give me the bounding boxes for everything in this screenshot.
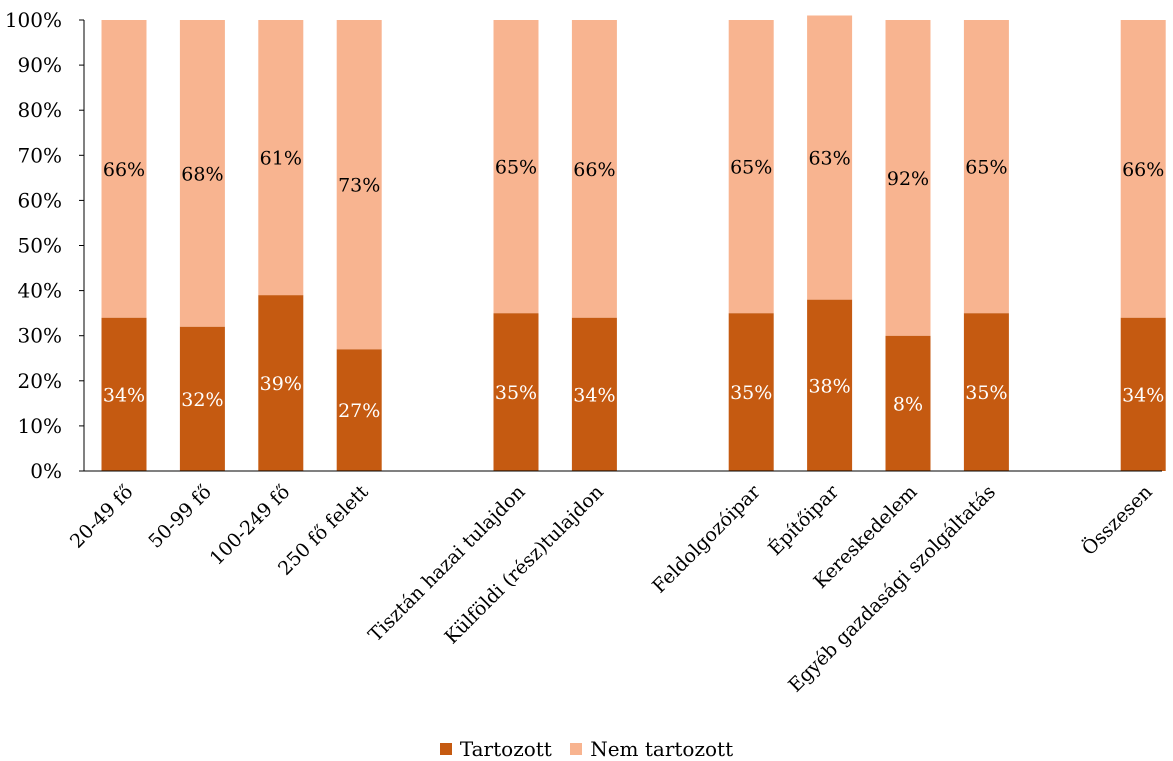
bar-segment-nem-tartozott (885, 20, 931, 336)
bar-segment-tartozott (807, 299, 853, 471)
data-label: 65% (965, 157, 1007, 179)
x-category-label: Tisztán hazai tulajdon (364, 481, 529, 646)
bar-segment-tartozott (336, 349, 382, 471)
legend: Tartozott Nem tartozott (0, 736, 1173, 761)
y-tick-label: 100% (5, 8, 62, 32)
y-tick-label: 40% (18, 279, 62, 303)
legend-label-nem-tartozott: Nem tartozott (590, 737, 734, 761)
data-label: 35% (965, 382, 1007, 404)
bar-segment-tartozott (963, 313, 1009, 471)
data-label: 92% (887, 168, 929, 190)
data-label: 35% (495, 382, 537, 404)
bar-segment-nem-tartozott (807, 15, 853, 300)
bar-segment-nem-tartozott (336, 20, 382, 350)
data-label: 27% (338, 400, 380, 422)
y-tick-label: 80% (18, 98, 62, 122)
y-tick-label: 10% (18, 414, 62, 438)
data-label: 34% (103, 384, 145, 406)
data-label: 63% (808, 148, 850, 170)
bar-segment-tartozott (571, 317, 617, 471)
legend-swatch-tartozott (439, 743, 452, 755)
data-label: 66% (103, 159, 145, 181)
legend-item-tartozott: Tartozott (439, 737, 552, 761)
y-tick-label: 20% (18, 369, 62, 393)
bar-segment-nem-tartozott (728, 20, 774, 314)
data-label: 65% (495, 157, 537, 179)
data-label: 38% (808, 375, 850, 397)
x-category-label: Külföldi (rész)tulajdon (440, 481, 607, 648)
bars (101, 15, 1166, 471)
legend-item-nem-tartozott: Nem tartozott (570, 737, 733, 761)
bar-segment-nem-tartozott (1120, 20, 1166, 318)
bar-segment-nem-tartozott (571, 20, 617, 318)
x-category-label: 50-99 fő (144, 481, 216, 553)
data-label: 39% (260, 373, 302, 395)
data-label: 73% (338, 175, 380, 197)
legend-swatch-nem-tartozott (570, 743, 583, 755)
legend-label-tartozott: Tartozott (459, 737, 552, 761)
data-labels: 34% 66% 32% 68% 39% 61% 27% 73% 35% 65% 34% 66% 35% 6… (103, 148, 1164, 423)
data-label: 61% (260, 148, 302, 170)
stacked-bar-chart: 0% 10% 20% 30% 40% 50% 60% 70% 80% 90% 100% 34% 66%… (5, 8, 1166, 697)
x-category-label: Építőipar (763, 480, 843, 560)
x-category-label: Feldolgozóipar (648, 480, 765, 597)
data-label: 66% (573, 159, 615, 181)
x-category-label: Összesen (1077, 480, 1157, 560)
data-label: 34% (1122, 384, 1164, 406)
data-label: 65% (730, 157, 772, 179)
bar-segment-tartozott (101, 317, 147, 471)
y-tick-label: 70% (18, 143, 62, 167)
bar-segment-nem-tartozott (493, 20, 539, 314)
bar-segment-nem-tartozott (179, 20, 225, 327)
y-axis: 0% 10% 20% 30% 40% 50% 60% 70% 80% 90% 100% (5, 8, 85, 483)
data-label: 34% (573, 384, 615, 406)
y-tick-label: 60% (18, 188, 62, 212)
y-tick-label: 50% (18, 234, 62, 258)
y-tick-label: 0% (30, 459, 62, 483)
bar-segment-tartozott (728, 313, 774, 471)
bar-segment-nem-tartozott (963, 20, 1009, 314)
bar-segment-nem-tartozott (101, 20, 147, 318)
bar-segment-tartozott (258, 295, 304, 471)
y-tick-label: 90% (18, 53, 62, 77)
data-label: 66% (1122, 159, 1164, 181)
bar-segment-tartozott (885, 335, 931, 471)
bar-segment-nem-tartozott (258, 20, 304, 296)
data-label: 8% (893, 393, 923, 415)
data-label: 68% (181, 163, 223, 185)
data-label: 32% (181, 389, 223, 411)
bar-segment-tartozott (493, 313, 539, 471)
y-tick-label: 30% (18, 324, 62, 348)
data-label: 35% (730, 382, 772, 404)
bar-segment-tartozott (1120, 317, 1166, 471)
x-category-label: 20-49 fő (66, 481, 138, 553)
bar-segment-tartozott (179, 326, 225, 471)
